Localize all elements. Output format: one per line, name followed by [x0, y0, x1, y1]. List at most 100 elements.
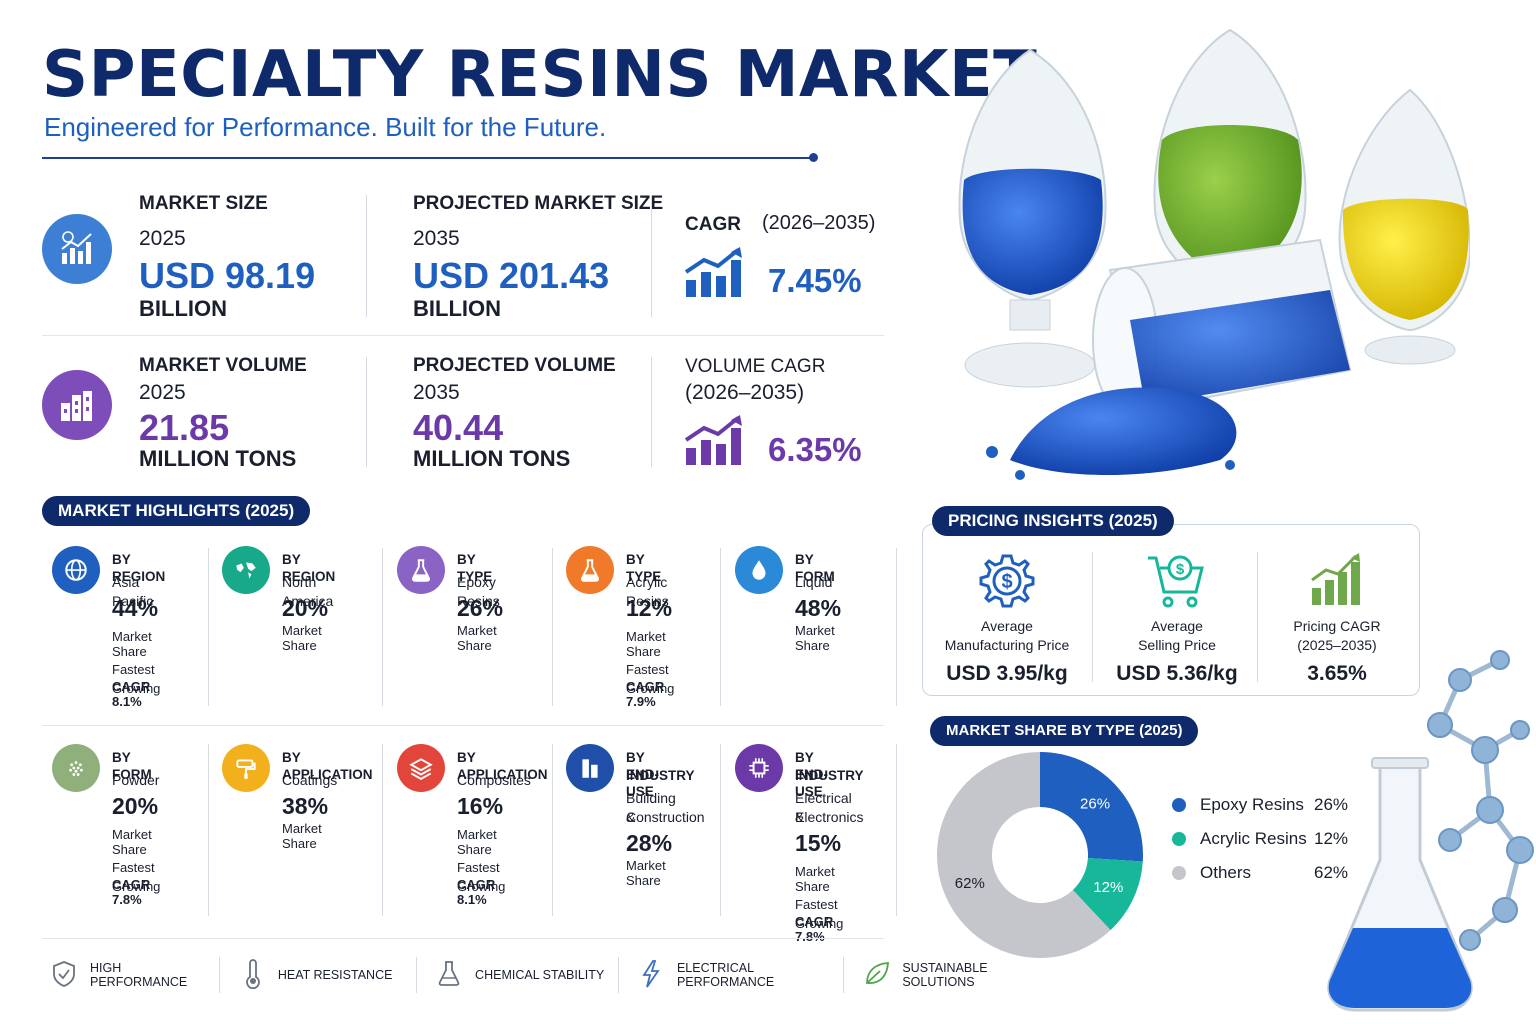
highlight-share-value: 38%	[282, 793, 329, 819]
highlight-segment: Powder	[112, 772, 160, 788]
highlight-share-value: 15%	[795, 830, 842, 856]
feature-item: HEAT RESISTANCE	[238, 958, 416, 992]
manufacturing-price-line2: Manufacturing Price	[944, 637, 1070, 653]
highlight-divider	[896, 548, 897, 706]
volume-cagr-chart-icon	[684, 414, 746, 471]
footer-divider	[42, 938, 884, 939]
projected-size-unit: BILLION	[413, 296, 501, 321]
projected-volume-label: PROJECTED VOLUME	[413, 355, 616, 376]
highlight-cagr-value: CAGR 7.8%	[795, 914, 834, 944]
gear-dollar-icon: $	[978, 552, 1036, 615]
flask-icon	[435, 959, 465, 992]
highlight-divider	[382, 548, 383, 706]
legend-swatch	[1172, 866, 1186, 880]
highlight-share-label: Market Share	[795, 864, 835, 894]
market-volume-year: 2025	[139, 381, 186, 404]
highlight-fastest-growing-label: Fastest Growing	[457, 860, 506, 894]
highlight-share-label: Market Share	[795, 623, 835, 653]
growth-chart-icon	[42, 214, 112, 284]
donut-slice-label: 26%	[1080, 795, 1110, 812]
legend-swatch	[1172, 798, 1186, 812]
highlights-row-divider	[42, 725, 884, 726]
legend-swatch	[1172, 832, 1186, 846]
legend-label: Epoxy Resins	[1200, 795, 1304, 814]
selling-price-value: USD 5.36/kg	[1116, 662, 1238, 685]
stat-divider	[366, 357, 367, 467]
donut-slice-epoxy-resins	[1040, 752, 1143, 862]
highlight-divider	[208, 548, 209, 706]
pricing-cagr-line1: Pricing CAGR	[1293, 618, 1381, 634]
highlight-cagr-value: CAGR 8.1%	[112, 679, 151, 709]
feature-label: HIGH PERFORMANCE	[90, 961, 188, 989]
legend-label: Acrylic Resins	[1200, 829, 1307, 848]
highlight-segment: Electronics	[795, 809, 864, 825]
stat-divider	[651, 357, 652, 467]
feature-item: HIGH PERFORMANCE	[50, 959, 219, 992]
highlight-category: BY TYPE	[457, 552, 493, 584]
highlight-cagr-value: CAGR 8.1%	[457, 877, 496, 907]
highlight-share-label: Market Share	[457, 623, 497, 653]
highlight-share-value: 16%	[457, 793, 504, 819]
projected-size-label: PROJECTED MARKET SIZE	[413, 193, 664, 214]
volume-cagr-label: VOLUME CAGR	[685, 356, 826, 377]
legend-value: 12%	[1314, 829, 1349, 848]
svg-text:$: $	[1001, 571, 1012, 593]
highlight-share-label: Market Share	[112, 629, 152, 659]
volume-cagr-period: (2026–2035)	[685, 381, 805, 404]
page-subtitle: Engineered for Performance. Built for th…	[44, 112, 607, 142]
highlight-fastest-growing-label: Fastest Growing	[626, 662, 675, 696]
highlight-category: BY END-USE	[795, 750, 828, 799]
feature-divider	[218, 957, 220, 993]
highlight-share-label: Market Share	[457, 827, 497, 857]
highlight-segment: Epoxy Resins	[457, 574, 500, 609]
cagr-chart-icon	[684, 246, 746, 303]
market-size-value: USD 98.19	[139, 255, 316, 296]
highlight-segment: Asia Pacific	[112, 574, 154, 609]
projected-size-year: 2035	[413, 227, 460, 250]
highlight-category: BY APPLICATION	[282, 750, 373, 782]
feature-divider	[843, 957, 845, 993]
market-size-unit: BILLION	[139, 296, 227, 321]
resin-pellets-photo	[958, 28, 1470, 480]
highlight-divider	[552, 548, 553, 706]
highlight-segment: Building &	[626, 790, 676, 825]
stat-divider	[366, 195, 367, 317]
highlight-segment: North America	[282, 574, 334, 609]
highlight-category: BY REGION	[112, 552, 166, 584]
stat-divider	[651, 195, 652, 317]
manufacturing-price-value: USD 3.95/kg	[946, 662, 1068, 685]
market-share-title: MARKET SHARE BY TYPE (2025)	[930, 716, 1199, 746]
legend-value: 62%	[1314, 863, 1349, 882]
highlight-segment: Construction	[626, 809, 705, 825]
highlight-category: BY FORM	[795, 552, 835, 584]
lab-flask-molecule-illustration	[1327, 650, 1534, 1012]
shield-icon	[50, 959, 80, 992]
highlight-cagr-value: CAGR 7.9%	[626, 679, 665, 709]
highlight-category: BY FORM	[112, 750, 152, 782]
donut-slice-label: 12%	[1093, 879, 1123, 896]
projected-size-value: USD 201.43	[413, 255, 610, 296]
world-map-icon	[222, 546, 270, 594]
highlight-share-value: 44%	[112, 595, 159, 621]
projected-volume-value: 40.44	[413, 407, 504, 448]
pricing-divider	[1257, 552, 1258, 682]
highlight-share-label: Market Share	[112, 827, 152, 857]
market-volume-value: 21.85	[139, 407, 230, 448]
cagr-value: 7.45%	[768, 262, 862, 299]
title-divider	[42, 157, 814, 159]
legend-label: Others	[1200, 863, 1252, 882]
projected-volume-year: 2035	[413, 381, 460, 404]
page-title: SPECIALTY RESINS MARKET	[42, 38, 1038, 112]
market-highlights-title: MARKET HIGHLIGHTS (2025)	[42, 496, 311, 526]
feature-divider	[618, 957, 619, 993]
pricing-divider	[1092, 552, 1093, 682]
flask-icon	[397, 546, 445, 594]
title-divider-dot	[809, 153, 818, 162]
highlight-divider	[208, 744, 209, 916]
feature-item: ELECTRICAL PERFORMANCE	[637, 959, 843, 992]
highlight-share-value: 12%	[626, 595, 673, 621]
manufacturing-price-line1: Average	[981, 618, 1033, 634]
highlight-category: INDUSTRY	[626, 768, 695, 783]
highlight-category: INDUSTRY	[795, 768, 864, 783]
pricing-cagr-line2: (2025–2035)	[1297, 637, 1377, 653]
